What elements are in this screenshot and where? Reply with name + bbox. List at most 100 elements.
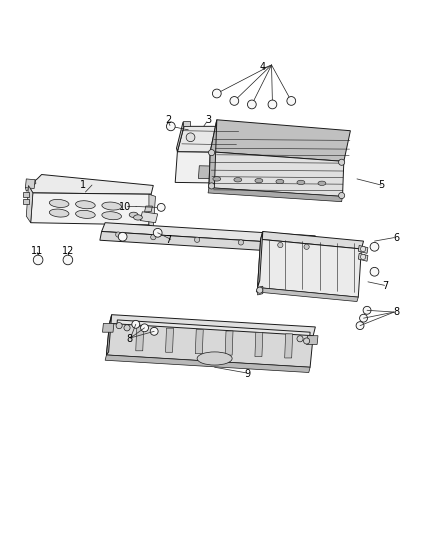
Text: 4: 4 xyxy=(260,62,266,72)
Circle shape xyxy=(194,237,200,243)
Ellipse shape xyxy=(76,201,95,209)
Circle shape xyxy=(166,122,175,131)
Text: 11: 11 xyxy=(31,246,43,256)
Circle shape xyxy=(157,204,165,211)
Polygon shape xyxy=(231,121,238,126)
Ellipse shape xyxy=(102,202,121,210)
Polygon shape xyxy=(285,334,293,358)
Polygon shape xyxy=(177,126,245,152)
Polygon shape xyxy=(183,121,190,126)
Ellipse shape xyxy=(255,179,263,183)
Text: 10: 10 xyxy=(119,203,131,212)
Ellipse shape xyxy=(213,177,221,181)
Circle shape xyxy=(151,235,156,240)
Ellipse shape xyxy=(76,211,95,219)
Circle shape xyxy=(339,192,345,199)
Polygon shape xyxy=(358,246,368,253)
Circle shape xyxy=(118,232,127,241)
Circle shape xyxy=(208,150,215,156)
Polygon shape xyxy=(115,320,310,364)
Circle shape xyxy=(116,322,122,329)
Text: 8: 8 xyxy=(393,308,399,318)
Polygon shape xyxy=(209,120,217,193)
Polygon shape xyxy=(208,188,343,201)
Circle shape xyxy=(304,338,310,344)
Circle shape xyxy=(132,320,140,328)
Circle shape xyxy=(360,314,367,322)
Polygon shape xyxy=(258,231,263,287)
Circle shape xyxy=(339,159,345,165)
Text: 7: 7 xyxy=(166,235,172,245)
Ellipse shape xyxy=(297,180,305,184)
Polygon shape xyxy=(198,166,219,179)
Polygon shape xyxy=(102,324,114,332)
Text: 1: 1 xyxy=(80,181,86,190)
FancyBboxPatch shape xyxy=(23,199,29,204)
Circle shape xyxy=(141,324,148,332)
FancyBboxPatch shape xyxy=(23,191,29,197)
Circle shape xyxy=(247,100,256,109)
Circle shape xyxy=(153,229,162,237)
Polygon shape xyxy=(166,328,173,352)
Polygon shape xyxy=(255,333,263,357)
Ellipse shape xyxy=(102,212,121,220)
Polygon shape xyxy=(177,122,184,152)
Circle shape xyxy=(363,306,371,314)
Circle shape xyxy=(63,255,73,265)
Ellipse shape xyxy=(49,209,69,217)
Polygon shape xyxy=(307,336,318,344)
Circle shape xyxy=(208,183,215,189)
Text: 5: 5 xyxy=(378,181,384,190)
Polygon shape xyxy=(258,286,263,295)
Polygon shape xyxy=(26,185,33,223)
Circle shape xyxy=(212,89,221,98)
Polygon shape xyxy=(225,331,233,355)
Ellipse shape xyxy=(276,179,284,184)
Ellipse shape xyxy=(234,177,242,182)
Text: 7: 7 xyxy=(382,281,389,291)
Polygon shape xyxy=(110,314,315,336)
Polygon shape xyxy=(258,239,361,297)
Polygon shape xyxy=(145,206,152,212)
Polygon shape xyxy=(210,120,350,161)
Circle shape xyxy=(116,232,121,237)
Circle shape xyxy=(238,240,244,245)
Circle shape xyxy=(304,244,309,249)
Polygon shape xyxy=(358,253,368,261)
Polygon shape xyxy=(237,126,245,182)
Ellipse shape xyxy=(49,199,69,207)
Circle shape xyxy=(150,327,158,335)
Circle shape xyxy=(360,246,366,252)
Polygon shape xyxy=(25,180,36,191)
Polygon shape xyxy=(28,174,153,194)
Polygon shape xyxy=(140,212,158,223)
Ellipse shape xyxy=(197,352,232,365)
Circle shape xyxy=(268,100,277,109)
Ellipse shape xyxy=(134,215,142,220)
Text: 6: 6 xyxy=(393,233,399,243)
Polygon shape xyxy=(106,314,112,355)
Polygon shape xyxy=(261,231,364,249)
Circle shape xyxy=(356,322,364,329)
Circle shape xyxy=(370,243,379,251)
Circle shape xyxy=(124,325,130,331)
Polygon shape xyxy=(175,152,239,183)
Polygon shape xyxy=(25,179,35,189)
Ellipse shape xyxy=(129,212,138,217)
Polygon shape xyxy=(106,324,313,367)
Circle shape xyxy=(186,133,195,142)
Polygon shape xyxy=(209,152,344,197)
Polygon shape xyxy=(149,194,155,227)
Circle shape xyxy=(257,287,263,293)
Circle shape xyxy=(287,96,296,106)
Circle shape xyxy=(370,268,379,276)
Text: 3: 3 xyxy=(205,115,211,125)
Circle shape xyxy=(278,243,283,248)
Polygon shape xyxy=(105,355,310,373)
Text: 8: 8 xyxy=(126,334,132,344)
Ellipse shape xyxy=(318,181,326,185)
Text: 12: 12 xyxy=(62,246,74,256)
Circle shape xyxy=(230,96,239,106)
Polygon shape xyxy=(100,231,312,253)
Polygon shape xyxy=(256,287,358,302)
